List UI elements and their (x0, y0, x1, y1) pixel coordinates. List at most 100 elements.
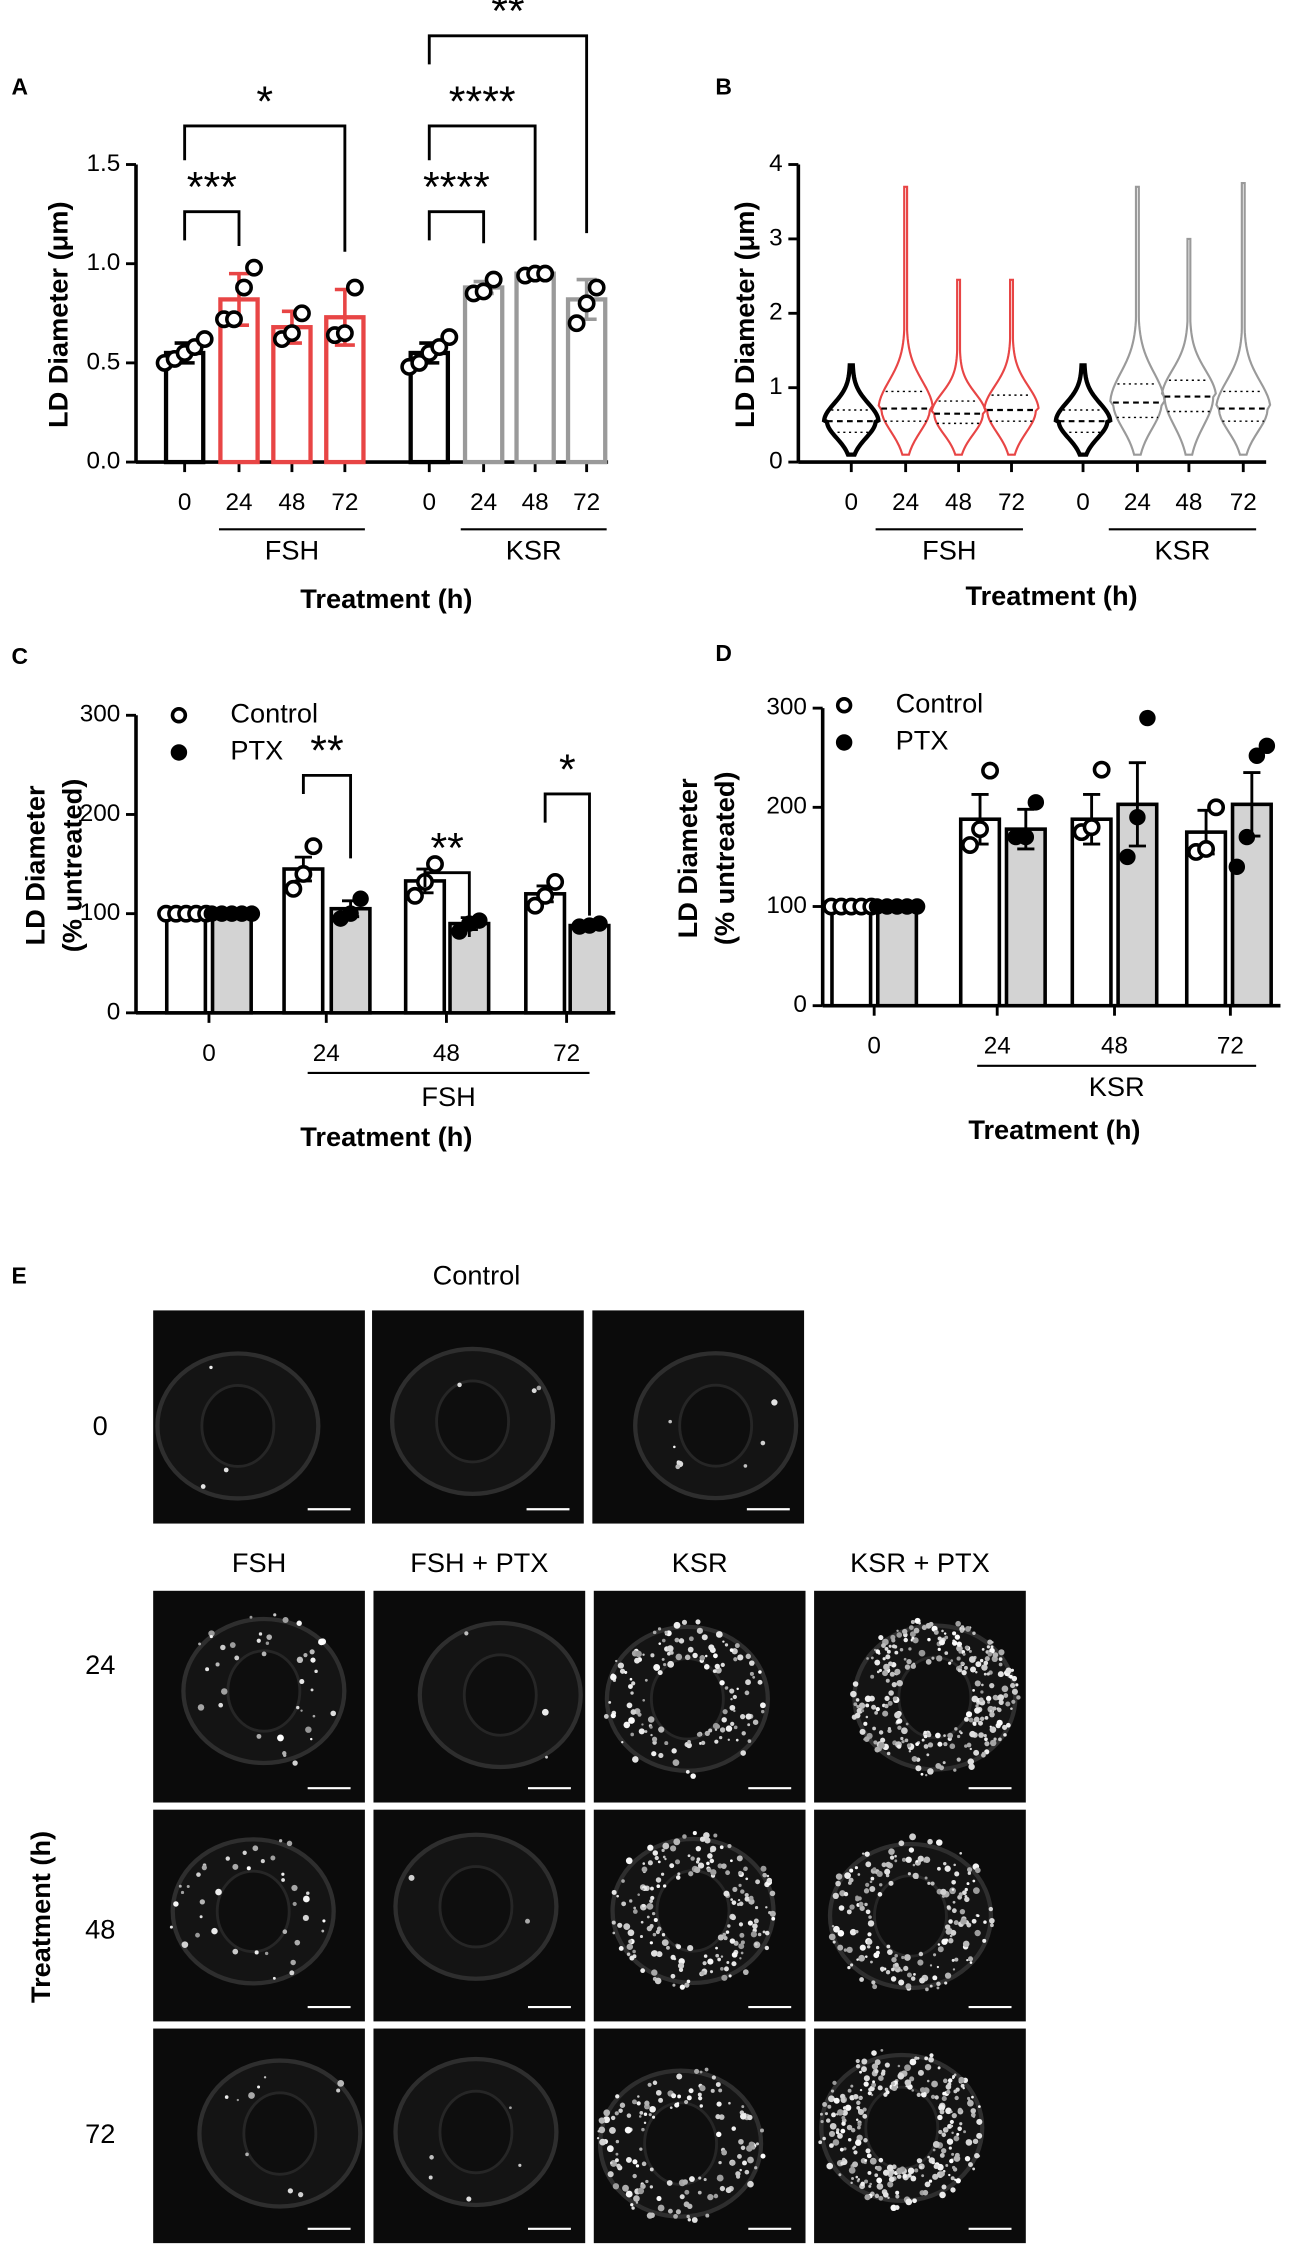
lipid-droplet (716, 2101, 722, 2107)
lipid-droplet (974, 1680, 981, 1687)
lipid-droplet (292, 1901, 297, 1907)
lipid-droplet (715, 1631, 723, 1638)
lipid-droplet (884, 1868, 891, 1875)
lipid-droplet (832, 1940, 836, 1944)
significance-bracket (183, 210, 241, 247)
lipid-droplet (705, 2213, 710, 2218)
lipid-droplet (616, 2163, 621, 2169)
lipid-droplet (180, 1890, 185, 1895)
lipid-droplet (224, 2095, 229, 2099)
lipid-droplet (868, 1915, 872, 1919)
lipid-droplet (956, 1645, 963, 1652)
lipid-droplet (724, 1966, 729, 1972)
lipid-droplet (626, 1952, 631, 1956)
lipid-droplet (983, 1733, 987, 1738)
significance-label: * (559, 746, 576, 794)
lipid-droplet (955, 2178, 961, 2184)
lipid-droplet (959, 1629, 964, 1633)
lipid-droplet (677, 2094, 682, 2099)
lipid-droplet (653, 1918, 658, 1923)
lipid-droplet (697, 2190, 702, 2195)
lipid-droplet (957, 2107, 963, 2113)
lipid-droplet (922, 2189, 929, 2196)
data-point (195, 330, 214, 349)
lipid-droplet (740, 1750, 747, 1756)
lipid-droplet (962, 1890, 967, 1896)
lipid-droplet (897, 2072, 905, 2080)
y-tick-label: 0.0 (86, 447, 120, 474)
lipid-droplet (905, 2198, 913, 2206)
lipid-droplet (236, 2098, 240, 2102)
lipid-droplet (873, 1740, 878, 1745)
lipid-droplet (611, 1920, 616, 1925)
lipid-droplet (966, 1882, 970, 1886)
lipid-droplet (878, 1730, 884, 1735)
data-point (284, 879, 303, 898)
lipid-droplet (646, 1903, 654, 1910)
lipid-droplet (752, 1675, 756, 1679)
lipid-droplet (885, 1678, 890, 1683)
lipid-droplet (941, 1629, 944, 1633)
lipid-droplet (625, 2190, 633, 2198)
lipid-droplet (968, 1763, 975, 1770)
lipid-droplet (953, 2073, 957, 2077)
lipid-droplet (612, 1931, 616, 1935)
lipid-droplet (647, 1716, 655, 1723)
lipid-droplet (908, 1647, 912, 1651)
y-tick-label: 200 (766, 793, 807, 820)
lipid-droplet (898, 1979, 905, 1986)
lipid-droplet (654, 1855, 659, 1861)
lipid-droplet (891, 1967, 895, 1972)
lipid-droplet (900, 1969, 903, 1972)
lipid-droplet (863, 1888, 870, 1894)
lipid-droplet (734, 1643, 740, 1649)
lipid-droplet (959, 1852, 963, 1855)
panel-letter: E (12, 1263, 27, 1289)
lipid-droplet (754, 1942, 758, 1946)
lipid-droplet (950, 2187, 956, 2193)
lipid-droplet (944, 2127, 949, 2131)
lipid-droplet (730, 1697, 733, 1701)
lipid-droplet (670, 1973, 676, 1979)
lipid-droplet (828, 1933, 836, 1941)
lipid-droplet (891, 1644, 896, 1649)
lipid-droplet (838, 1905, 845, 1911)
lipid-droplet (653, 1663, 661, 1671)
lipid-droplet (990, 1923, 994, 1928)
lipid-droplet (964, 1896, 970, 1903)
lipid-droplet (266, 1634, 273, 1640)
lipid-droplet (979, 1716, 985, 1722)
lipid-droplet (972, 2167, 976, 2171)
lipid-droplet (221, 1688, 228, 1695)
lipid-droplet (720, 1967, 724, 1971)
lipid-droplet (878, 1668, 883, 1672)
lipid-droplet (976, 1914, 980, 1918)
bar (164, 911, 208, 1015)
lipid-droplet (656, 2195, 662, 2202)
lipid-droplet (225, 1856, 230, 1861)
lipid-droplet (598, 2117, 605, 2124)
lipid-droplet (944, 1924, 951, 1930)
lipid-droplet (646, 1915, 650, 1919)
lipid-droplet (673, 1445, 676, 1449)
lipid-droplet (957, 1734, 961, 1739)
lipid-droplet (628, 1939, 633, 1944)
lipid-droplet (929, 1984, 933, 1988)
lipid-droplet (943, 1632, 947, 1635)
lipid-droplet (282, 1929, 288, 1935)
legend-marker (835, 734, 853, 751)
lipid-droplet (706, 1867, 712, 1873)
lipid-droplet (649, 2185, 653, 2189)
lipid-droplet (637, 2187, 645, 2195)
lipid-droplet (531, 1388, 537, 1394)
lipid-droplet (937, 1647, 941, 1651)
lipid-droplet (840, 2097, 846, 2103)
lipid-droplet (927, 1881, 931, 1885)
lipid-droplet (964, 1744, 968, 1748)
lipid-droplet (615, 2139, 620, 2144)
lipid-droplet (731, 1961, 737, 1967)
data-point (1017, 828, 1035, 846)
lipid-droplet (941, 2184, 947, 2190)
y-tick-label: 0.5 (86, 348, 120, 375)
